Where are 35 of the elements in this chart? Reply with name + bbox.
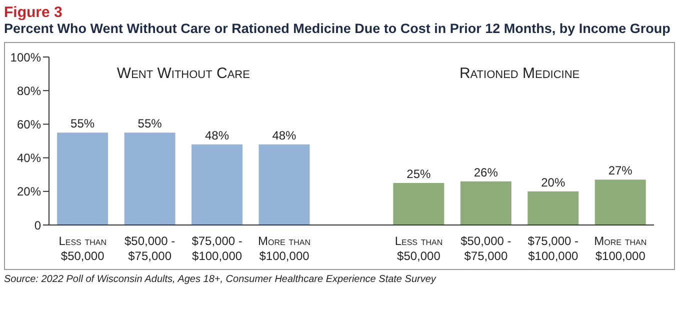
bar	[594, 180, 646, 225]
chart-title: Figure 3	[4, 4, 64, 21]
bar	[57, 132, 108, 225]
x-tick-label: Less than $50,000	[394, 234, 443, 263]
x-tick-label: Less than $50,000	[58, 234, 107, 263]
y-tick-label: 40%	[16, 151, 42, 166]
y-tick-label: 100%	[10, 50, 42, 64]
data-label: 55%	[70, 116, 95, 131]
y-tick-label: 0	[34, 218, 42, 232]
x-tick-label: More than $100,000	[594, 234, 647, 263]
chart-subtitle: Percent Who Went Without Care or Rationed Medicine Due to Cost in Prior 12 Months, by Income Group	[4, 21, 672, 36]
annotation: Went Without Care	[116, 65, 251, 82]
x-tick-label: $75,000 - $100,000	[192, 234, 242, 263]
data-label: 48%	[272, 128, 297, 142]
y-tick-label: 60%	[16, 117, 42, 132]
data-label: 25%	[406, 167, 432, 181]
bar	[124, 132, 176, 225]
bar	[393, 183, 444, 225]
x-tick-label: $50,000 - $75,000	[124, 234, 176, 263]
data-label: 27%	[608, 164, 633, 178]
data-label: 20%	[541, 175, 566, 190]
data-label: 48%	[204, 128, 230, 142]
y-tick-label: 20%	[16, 184, 42, 199]
x-tick-label: $75,000 - $100,000	[528, 234, 579, 263]
y-tick-label: 80%	[16, 84, 42, 98]
bar	[528, 191, 579, 225]
annotation: Rationed Medicine	[458, 65, 581, 82]
x-tick-label: $50,000 - $75,000	[460, 234, 512, 263]
bar	[460, 181, 512, 225]
source-note: Source: 2022 Poll of Wisconsin Adults, Ages 18+, Consumer Healthcare Experience State Survey	[4, 274, 438, 285]
x-tick-label: More than $100,000	[258, 234, 311, 263]
bar	[192, 144, 243, 225]
data-label: 55%	[138, 116, 162, 131]
bar	[258, 144, 310, 225]
data-label: 26%	[474, 165, 498, 180]
